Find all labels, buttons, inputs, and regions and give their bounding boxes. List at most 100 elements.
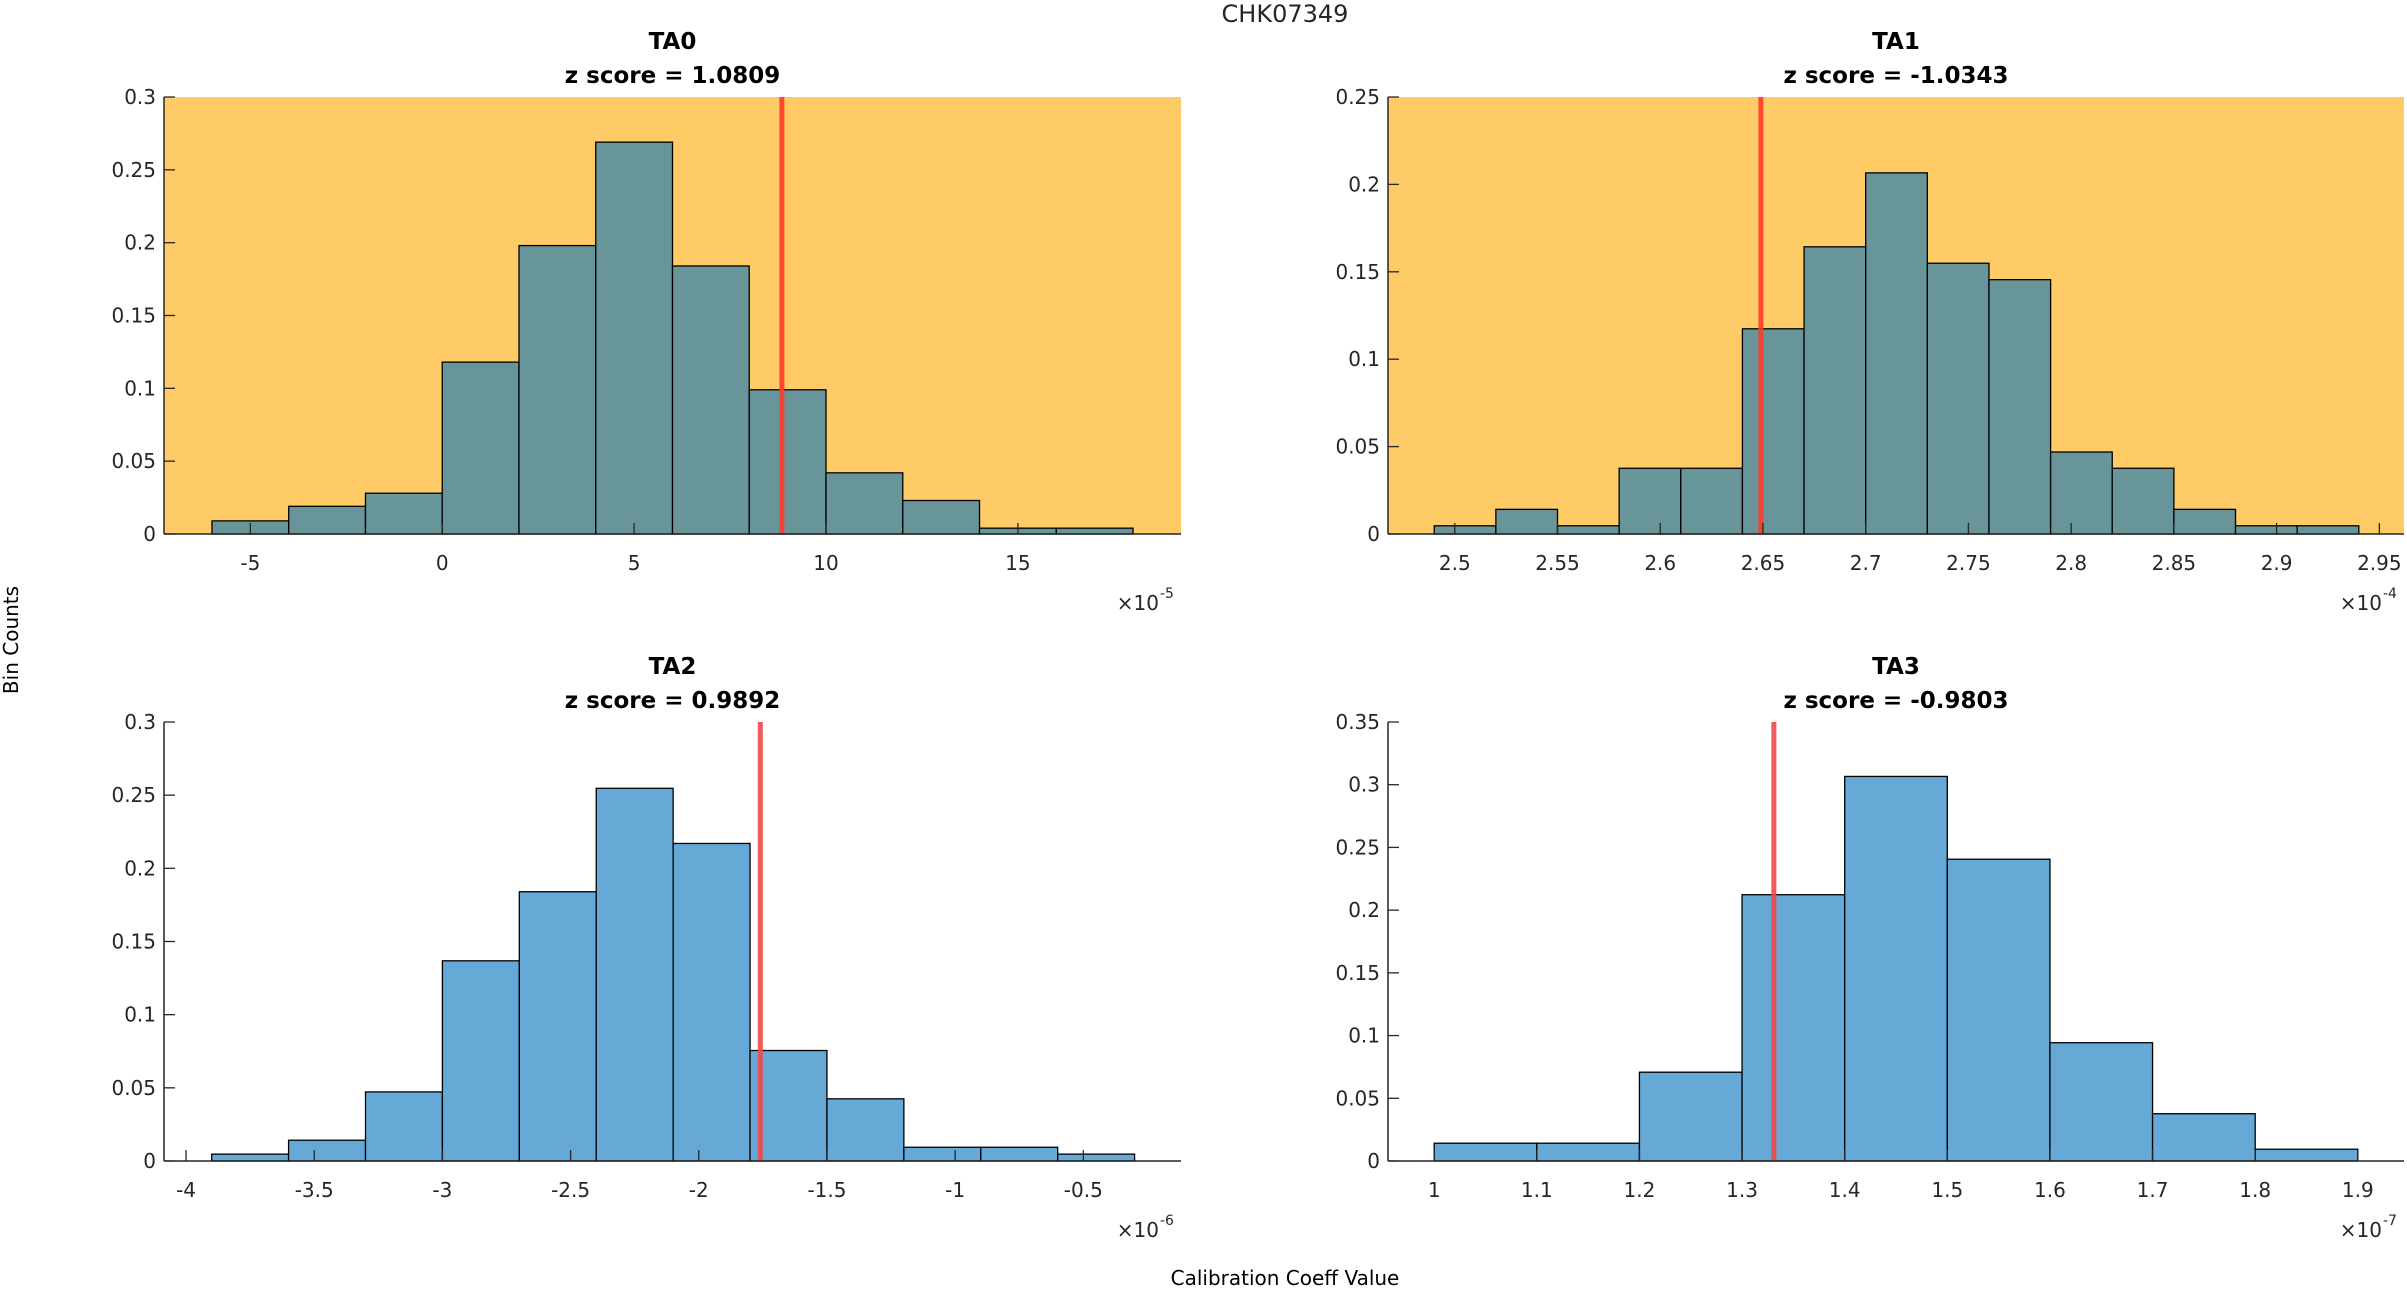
histogram-bar — [1844, 775, 1948, 1162]
histogram-bar — [1495, 508, 1559, 535]
histogram-bar — [1638, 1071, 1743, 1162]
x-tick-label: 1 — [1428, 1178, 1441, 1202]
histogram-bar — [2049, 1042, 2154, 1162]
x-tick-label: -4 — [176, 1178, 196, 1202]
histogram-bar — [980, 1146, 1059, 1162]
y-tick-label: 0.1 — [1348, 1024, 1380, 1048]
x-tick-label: -3 — [432, 1178, 452, 1202]
histogram-bar — [902, 499, 981, 535]
subplot-title: TA3 — [1872, 654, 1920, 680]
y-tick-label: 0.35 — [1335, 710, 1380, 734]
histogram-bar — [1433, 525, 1497, 535]
x-tick-label: 2.95 — [2357, 551, 2402, 575]
histogram-bar — [748, 389, 827, 535]
y-tick-label: 0.2 — [124, 231, 156, 255]
y-tick-label: 0 — [1367, 1149, 1380, 1173]
subplot-ta3: 0 0.05 0.1 0.15 0.2 0.25 0.3 0.35 1 1.1 1.2 1.3 1.4 1… — [1335, 654, 2404, 1242]
histogram-bar — [2151, 1113, 2256, 1162]
x-tick-label: 1.2 — [1624, 1178, 1656, 1202]
x-tick-label: 2.8 — [2055, 551, 2087, 575]
histogram-bar — [364, 492, 443, 535]
histogram-bar — [2049, 451, 2113, 535]
y-tick-label: 0.25 — [1335, 85, 1380, 109]
x-tick-label: 15 — [1005, 551, 1030, 575]
y-tick-label: 0.2 — [1348, 172, 1380, 196]
x-tick-label: 2.6 — [1644, 551, 1676, 575]
histogram-bar — [518, 244, 597, 535]
y-tick-label: 0.25 — [111, 783, 156, 807]
x-tick-label: 1.7 — [2137, 1178, 2169, 1202]
histogram-bar — [2296, 525, 2360, 535]
histogram-bar — [1741, 894, 1846, 1162]
histogram-bar — [1556, 525, 1620, 535]
y-tick-label: 0 — [1367, 522, 1380, 546]
x-tick-label: 1.1 — [1521, 1178, 1553, 1202]
histogram-bar — [287, 1139, 367, 1162]
x-tick-label: 1.9 — [2342, 1178, 2374, 1202]
x-tick-label: 1.4 — [1829, 1178, 1861, 1202]
y-tick-label: 0.1 — [124, 376, 156, 400]
x-tick-label: 2.55 — [1535, 551, 1580, 575]
y-tick-label: 0.2 — [124, 856, 156, 880]
figure-xlabel: Calibration Coeff Value — [1171, 1266, 1400, 1290]
y-tick-label: 0.3 — [124, 710, 156, 734]
histogram-bar — [288, 505, 367, 535]
histogram-bar — [826, 1098, 905, 1162]
y-tick-label: 0.05 — [1335, 435, 1380, 459]
subplot-zscore: z score = 0.9892 — [565, 688, 781, 714]
y-tick-label: 0.1 — [1348, 347, 1380, 371]
histogram-bar — [1865, 172, 1928, 535]
histogram-bar — [1946, 858, 2051, 1162]
x-exponent-power: -5 — [1160, 586, 1174, 602]
x-exponent-multiplier: ×10 — [2340, 591, 2382, 615]
x-exponent-power: -4 — [2383, 586, 2397, 602]
histogram-bar — [1618, 467, 1682, 535]
histogram-bar — [672, 842, 751, 1162]
y-tick-label: 0.15 — [111, 930, 156, 954]
x-tick-label: 1.8 — [2239, 1178, 2271, 1202]
x-tick-label: -2 — [689, 1178, 709, 1202]
x-tick-label: -1 — [945, 1178, 965, 1202]
histogram-bar — [2254, 1148, 2359, 1162]
x-exponent-power: -6 — [1160, 1213, 1174, 1229]
y-tick-label: 0.3 — [1348, 773, 1380, 797]
y-tick-label: 0 — [143, 522, 156, 546]
x-tick-label: -0.5 — [1064, 1178, 1103, 1202]
subplot-title: TA1 — [1872, 29, 1920, 55]
histogram-bar — [2173, 508, 2237, 535]
y-tick-label: 0.1 — [124, 1003, 156, 1027]
histogram-bar — [1803, 246, 1867, 535]
y-tick-label: 0.15 — [1335, 961, 1380, 985]
histogram-bar — [671, 265, 750, 535]
subplot-ta2: 0 0.05 0.1 0.15 0.2 0.25 0.3 -4 -3.5 -3 -2.5 -2 -1.5… — [111, 654, 1181, 1242]
x-tick-label: -5 — [240, 551, 260, 575]
x-tick-label: 5 — [628, 551, 641, 575]
histogram-bar — [1057, 1153, 1136, 1162]
y-tick-label: 0.05 — [111, 1076, 156, 1100]
x-tick-label: -3.5 — [295, 1178, 334, 1202]
x-tick-label: 1.3 — [1726, 1178, 1758, 1202]
subplot-zscore: z score = 1.0809 — [565, 63, 781, 89]
subplot-ta1: 0 0.05 0.1 0.15 0.2 0.25 2.5 2.55 2.6 2.65 2.7 2.75… — [1335, 29, 2404, 615]
x-tick-label: -2.5 — [551, 1178, 590, 1202]
y-tick-label: 0.15 — [111, 304, 156, 328]
x-tick-label: 2.9 — [2261, 551, 2293, 575]
histogram-bar — [2111, 467, 2175, 535]
histogram-bar — [1988, 279, 2052, 535]
subplot-ta0: 00.050.10.150.20.250.3-5 0 5 10 15×10 -5TA0z … — [111, 29, 1181, 615]
histogram-bar — [2234, 525, 2298, 535]
x-tick-label: 2.75 — [1946, 551, 1991, 575]
figure-ylabel: Bin Counts — [0, 586, 23, 694]
x-tick-label: -1.5 — [807, 1178, 846, 1202]
y-tick-label: 0.05 — [1335, 1086, 1380, 1110]
figure-title: CHK07349 — [1222, 0, 1349, 28]
x-exponent-multiplier: ×10 — [2340, 1218, 2382, 1242]
histogram-bar — [903, 1146, 982, 1162]
x-tick-label: 2.5 — [1439, 551, 1471, 575]
x-tick-label: 2.85 — [2152, 551, 2197, 575]
histogram-bar — [1055, 527, 1134, 535]
x-tick-label: 2.65 — [1741, 551, 1786, 575]
histogram-bar — [441, 361, 520, 535]
histogram-bar — [825, 472, 904, 535]
